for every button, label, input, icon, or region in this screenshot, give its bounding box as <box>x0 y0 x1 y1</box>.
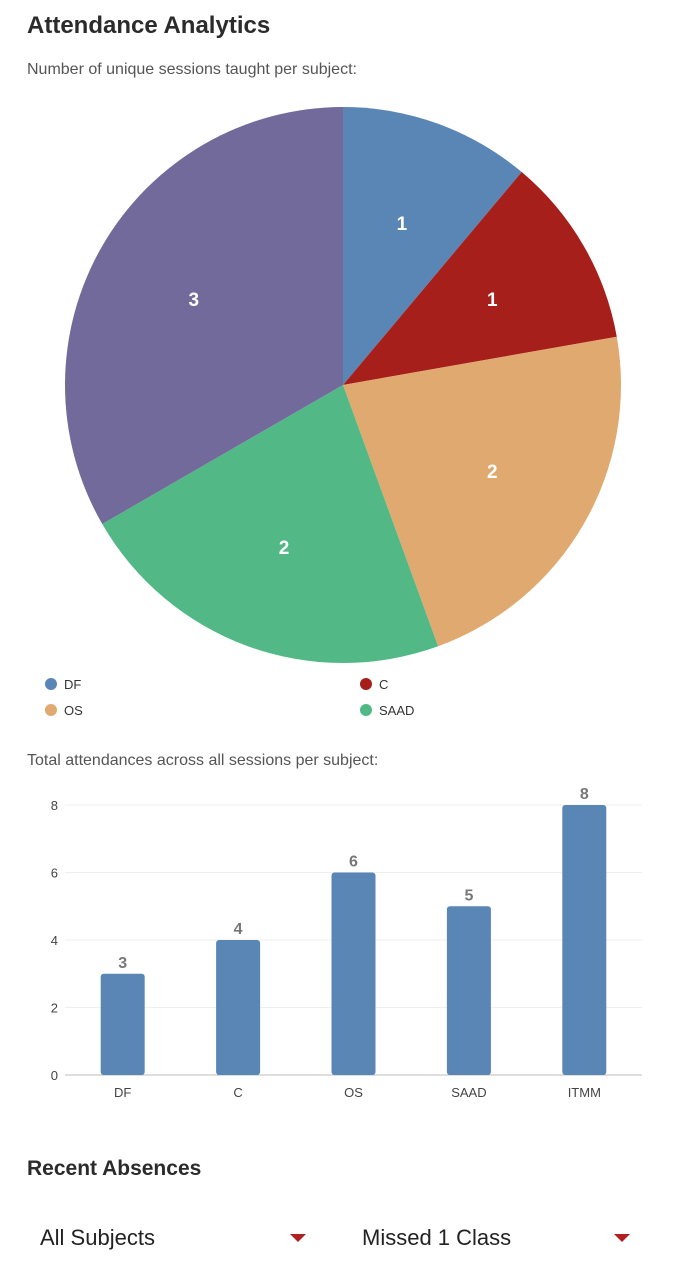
pie-legend: DF C OS SAAD <box>45 675 645 719</box>
legend-swatch <box>360 678 372 690</box>
pie-data-label: 3 <box>188 290 199 311</box>
bar-os <box>331 872 376 1075</box>
recent-absences-title: Recent Absences <box>27 1157 202 1180</box>
bar-chart-caption: Total attendances across all sessions pe… <box>27 752 379 769</box>
x-tick-label: OS <box>344 1085 363 1100</box>
bar-itmm <box>562 805 607 1075</box>
chevron-down-icon <box>614 1234 630 1242</box>
pie-slice-c <box>343 172 617 385</box>
page-title: Attendance Analytics <box>27 12 271 39</box>
legend-item-c: C <box>360 675 645 693</box>
legend-item-saad: SAAD <box>360 701 645 719</box>
y-tick-label: 6 <box>51 866 58 881</box>
legend-label: C <box>379 676 389 692</box>
pie-data-label: 1 <box>397 214 408 235</box>
y-tick-label: 0 <box>51 1068 58 1083</box>
bar-data-label: 3 <box>118 955 127 972</box>
legend-swatch <box>360 704 372 716</box>
legend-label: DF <box>64 676 82 692</box>
x-tick-label: SAAD <box>451 1085 486 1100</box>
bar-df <box>100 973 145 1075</box>
x-tick-label: C <box>233 1085 242 1100</box>
bar-data-label: 6 <box>349 854 358 871</box>
pie-slice-os <box>343 336 622 647</box>
bar-data-label: 5 <box>464 887 473 904</box>
y-tick-label: 4 <box>51 933 58 948</box>
pie-slice-saad <box>102 385 439 664</box>
bar-c <box>216 940 261 1075</box>
bar-data-label: 4 <box>234 921 243 938</box>
pie-slice-itmm <box>64 107 343 524</box>
pie-chart: 1 1 2 2 3 <box>64 107 622 664</box>
legend-swatch <box>45 704 57 716</box>
bar-data-label: 8 <box>580 786 589 803</box>
bar-chart: 0 2 4 6 8 3 DF 4 C 6 OS 5 SAAD 8 ITMM <box>51 786 642 1100</box>
missed-classes-dropdown[interactable]: Missed 1 Class <box>362 1218 630 1258</box>
legend-swatch <box>45 678 57 690</box>
bar-saad <box>446 906 491 1075</box>
pie-slice-df <box>343 107 522 385</box>
legend-item-os: OS <box>45 701 360 719</box>
legend-label: OS <box>64 702 83 718</box>
pie-chart-caption: Number of unique sessions taught per sub… <box>27 61 357 78</box>
subject-filter-dropdown[interactable]: All Subjects <box>40 1218 306 1258</box>
pie-data-label: 1 <box>487 290 498 311</box>
x-tick-label: ITMM <box>568 1085 601 1100</box>
chevron-down-icon <box>290 1234 306 1242</box>
pie-data-label: 2 <box>279 538 290 559</box>
missed-classes-value: Missed 1 Class <box>362 1225 512 1250</box>
y-tick-label: 8 <box>51 798 58 813</box>
subject-filter-value: All Subjects <box>40 1225 155 1250</box>
y-tick-label: 2 <box>51 1001 58 1016</box>
legend-label: SAAD <box>379 702 415 718</box>
x-tick-label: DF <box>114 1085 131 1100</box>
legend-item-df: DF <box>45 675 360 693</box>
pie-data-label: 2 <box>487 462 498 483</box>
